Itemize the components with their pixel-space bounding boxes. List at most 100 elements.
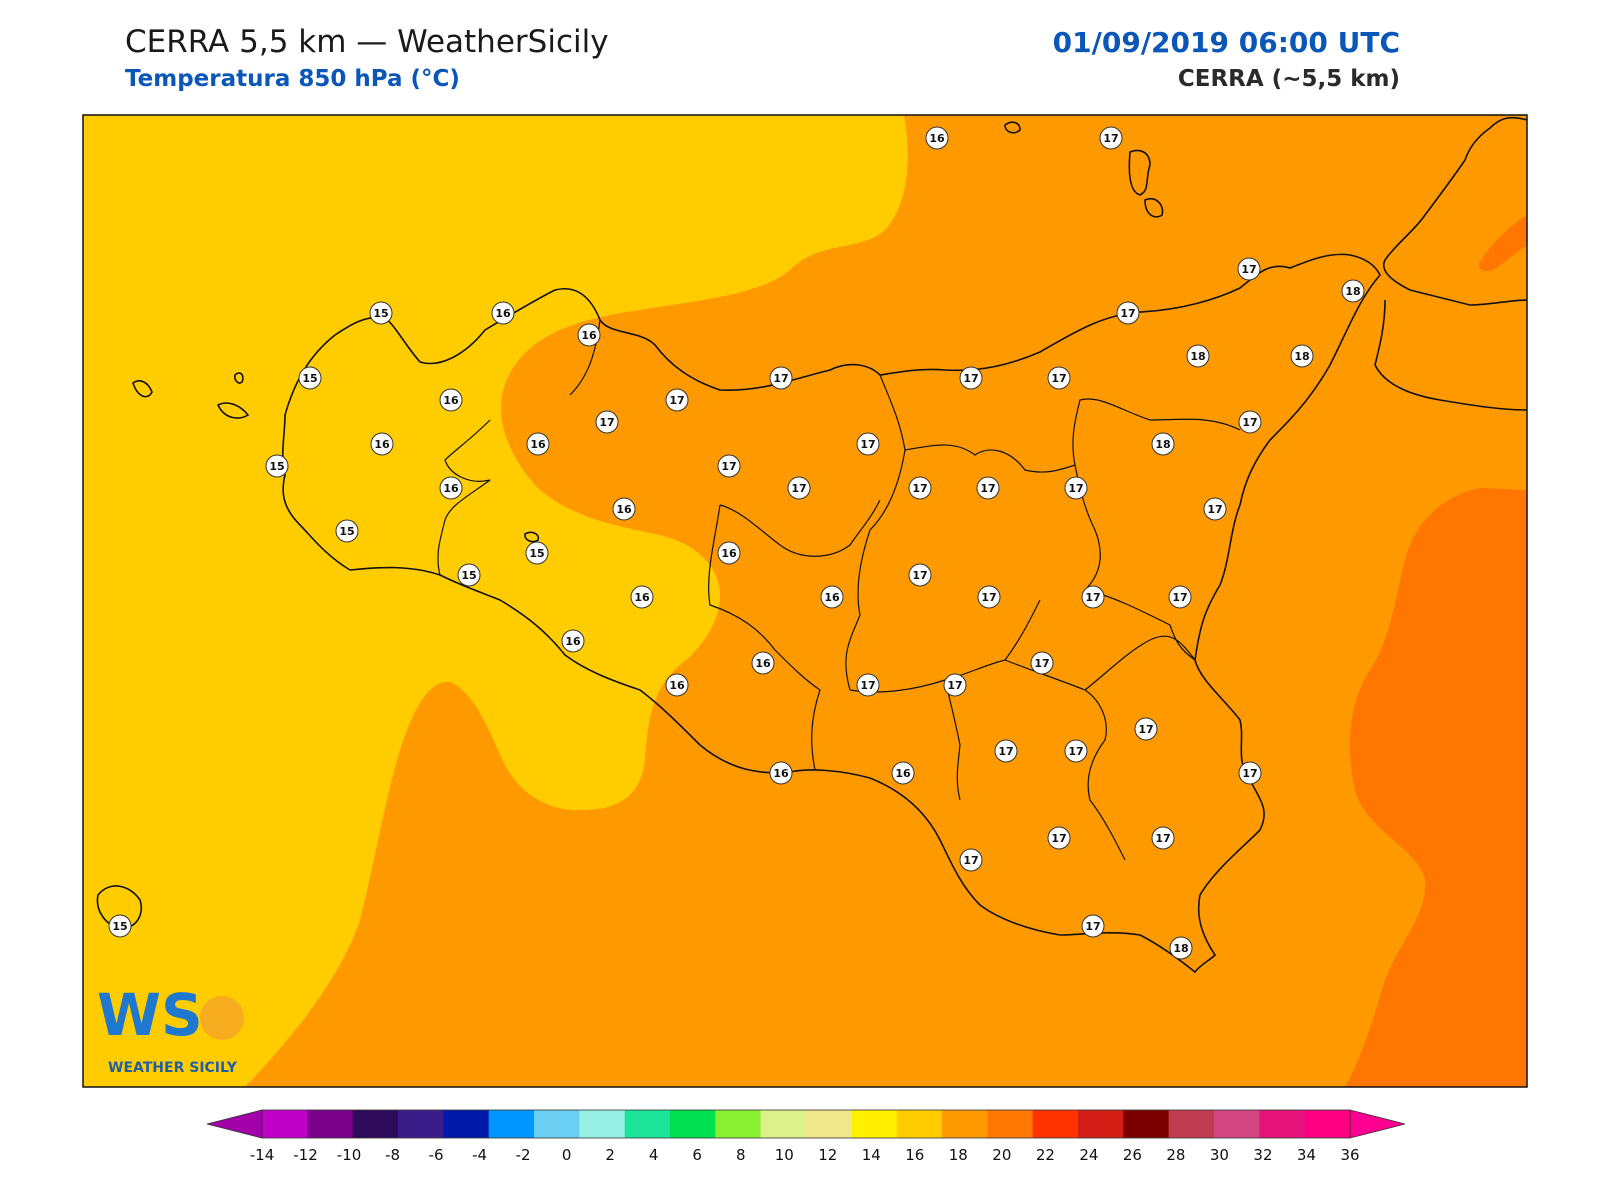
colorbar-tick-label: 12 — [818, 1146, 837, 1164]
station-value: 17 — [981, 591, 996, 604]
station-marker-circle — [1169, 936, 1193, 960]
station-marker: 17 — [1064, 476, 1088, 500]
field-band-18-20-northeast — [1479, 215, 1527, 272]
station-marker: 16 — [370, 432, 394, 456]
station-marker-circle — [1151, 432, 1175, 456]
station-value: 17 — [963, 854, 978, 867]
station-value: 17 — [791, 482, 806, 495]
station-marker: 17 — [1081, 914, 1105, 938]
station-marker: 18 — [1290, 344, 1314, 368]
coastlines — [96, 116, 1527, 974]
station-value: 16 — [755, 657, 771, 670]
station-marker: 18 — [1186, 344, 1210, 368]
field-band-18-20-east — [1345, 488, 1527, 1087]
colorbar-swatch — [851, 1110, 898, 1138]
colorbar-tick-label: 36 — [1340, 1146, 1359, 1164]
colorbar-tick-label: 6 — [692, 1146, 702, 1164]
colorbar-swatch — [1123, 1110, 1170, 1138]
station-marker-circle — [1238, 410, 1262, 434]
station-marker-circle — [856, 673, 880, 697]
valid-datetime: 01/09/2019 06:00 UTC — [1052, 26, 1400, 59]
station-values: 16 17 17 18 15 16 16 15 16 16 15 16 15 15 16 17 17 17 17 17… — [108, 126, 1365, 960]
colorbar-outline — [261, 1109, 1351, 1139]
station-value: 15 — [373, 307, 388, 320]
station-marker-circle — [630, 585, 654, 609]
station-value: 17 — [980, 482, 995, 495]
station-marker-circle — [891, 761, 915, 785]
map-title: CERRA 5,5 km — WeatherSicily — [125, 24, 609, 60]
station-marker-circle — [1047, 366, 1071, 390]
station-marker-circle — [820, 585, 844, 609]
station-value: 18 — [1190, 350, 1205, 363]
station-marker: 17 — [959, 366, 983, 390]
station-marker-circle — [439, 388, 463, 412]
station-marker: 16 — [925, 126, 949, 150]
station-value: 17 — [1172, 591, 1187, 604]
station-marker-circle — [108, 914, 132, 938]
station-marker-circle — [298, 366, 322, 390]
station-marker: 17 — [1047, 826, 1071, 850]
station-marker-circle — [265, 454, 289, 478]
station-marker-circle — [1290, 344, 1314, 368]
station-value: 17 — [599, 416, 614, 429]
aeolian-islands — [1004, 121, 1164, 218]
station-marker: 16 — [561, 629, 585, 653]
station-marker: 16 — [491, 301, 515, 325]
colorbar-tick-label: 28 — [1166, 1146, 1185, 1164]
colorbar-tick-label: 8 — [736, 1146, 746, 1164]
colorbar-tick-label: 32 — [1253, 1146, 1272, 1164]
station-marker: 15 — [457, 563, 481, 587]
station-marker: 17 — [1099, 126, 1123, 150]
station-marker-circle — [959, 366, 983, 390]
station-value: 16 — [634, 591, 650, 604]
station-value: 16 — [773, 767, 789, 780]
station-marker: 17 — [908, 476, 932, 500]
colorbar-tick-label: 30 — [1210, 1146, 1229, 1164]
colorbar-tick-label: -14 — [250, 1146, 275, 1164]
colorbar-tick-label: 22 — [1036, 1146, 1055, 1164]
station-value: 16 — [495, 307, 511, 320]
station-value: 18 — [1345, 285, 1360, 298]
station-value: 17 — [1120, 307, 1135, 320]
station-marker: 17 — [1168, 585, 1192, 609]
station-marker: 17 — [1203, 497, 1227, 521]
station-value: 17 — [1242, 416, 1257, 429]
colorbar-swatch — [307, 1110, 354, 1138]
station-marker-circle — [491, 301, 515, 325]
station-marker: 16 — [891, 761, 915, 785]
station-marker-circle — [976, 476, 1000, 500]
station-marker: 18 — [1341, 279, 1365, 303]
station-value: 17 — [963, 372, 978, 385]
station-value: 16 — [616, 503, 632, 516]
station-value: 17 — [721, 460, 736, 473]
station-marker-circle — [769, 366, 793, 390]
station-marker-circle — [1238, 761, 1262, 785]
station-marker-circle — [1151, 826, 1175, 850]
station-marker-circle — [977, 585, 1001, 609]
station-value: 16 — [929, 132, 945, 145]
colorbar-swatch — [1304, 1110, 1351, 1138]
station-marker-circle — [1186, 344, 1210, 368]
station-marker: 16 — [751, 651, 775, 675]
colorbar-swatch — [534, 1110, 580, 1138]
colorbar-swatch — [1259, 1110, 1306, 1138]
station-marker: 17 — [1064, 739, 1088, 763]
calabria-coast — [1374, 116, 1527, 411]
station-value: 17 — [1068, 745, 1083, 758]
station-marker-circle — [1064, 476, 1088, 500]
station-marker: 16 — [439, 476, 463, 500]
station-marker-circle — [787, 476, 811, 500]
colorbar-swatch — [715, 1110, 762, 1138]
station-value: 18 — [1294, 350, 1309, 363]
station-marker-circle — [959, 848, 983, 872]
colorbar-tick-label: 14 — [862, 1146, 881, 1164]
colorbar-swatch — [443, 1110, 490, 1138]
station-marker: 16 — [612, 497, 636, 521]
station-marker: 18 — [1169, 936, 1193, 960]
station-marker-circle — [665, 388, 689, 412]
station-marker: 17 — [1238, 410, 1262, 434]
station-marker-circle — [370, 432, 394, 456]
station-marker: 17 — [769, 366, 793, 390]
station-value: 15 — [461, 569, 476, 582]
station-marker: 17 — [595, 410, 619, 434]
